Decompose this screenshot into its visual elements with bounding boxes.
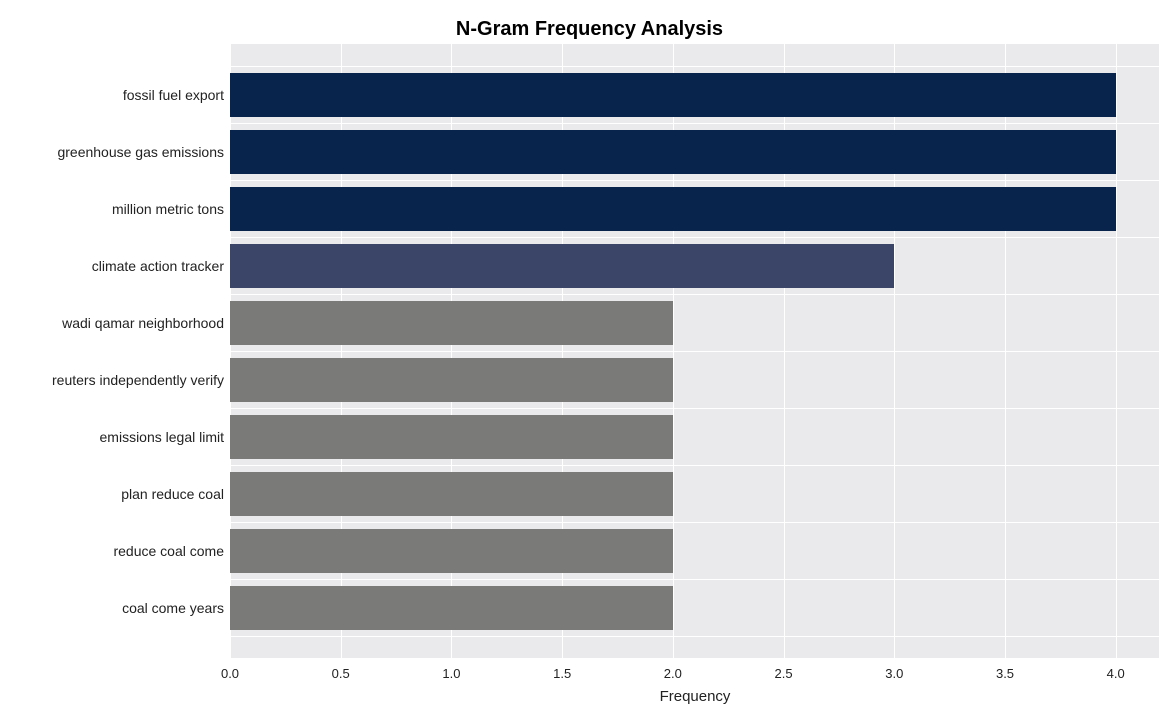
y-tick-label: coal come years xyxy=(122,600,224,616)
y-tick-label: million metric tons xyxy=(112,201,224,217)
y-tick-label: fossil fuel export xyxy=(123,87,224,103)
bar xyxy=(230,415,673,459)
y-tick-label: greenhouse gas emissions xyxy=(57,144,224,160)
bar xyxy=(230,586,673,630)
hgridline xyxy=(230,408,1159,409)
hgridline xyxy=(230,522,1159,523)
x-tick: 2.0 xyxy=(664,666,682,681)
y-tick-label: reuters independently verify xyxy=(52,372,224,388)
bar xyxy=(230,472,673,516)
x-tick: 1.5 xyxy=(553,666,571,681)
x-axis-label: Frequency xyxy=(660,688,731,705)
hgridline xyxy=(230,465,1159,466)
y-tick-label: reduce coal come xyxy=(113,543,224,559)
bar xyxy=(230,73,1116,117)
hgridline xyxy=(230,180,1159,181)
y-tick-label: climate action tracker xyxy=(92,258,224,274)
plot-area: Frequency 0.00.51.01.52.02.53.03.54.0fos… xyxy=(230,44,1159,658)
hgridline xyxy=(230,636,1159,637)
x-tick: 2.5 xyxy=(775,666,793,681)
bar xyxy=(230,358,673,402)
y-tick-label: emissions legal limit xyxy=(100,429,224,445)
hgridline xyxy=(230,237,1159,238)
y-tick-label: wadi qamar neighborhood xyxy=(62,315,224,331)
hgridline xyxy=(230,579,1159,580)
x-tick: 1.0 xyxy=(442,666,460,681)
hgridline xyxy=(230,351,1159,352)
bar xyxy=(230,529,673,573)
x-tick: 0.0 xyxy=(221,666,239,681)
x-tick: 4.0 xyxy=(1107,666,1125,681)
x-tick: 3.0 xyxy=(885,666,903,681)
bar xyxy=(230,301,673,345)
bar xyxy=(230,130,1116,174)
hgridline xyxy=(230,123,1159,124)
x-tick: 3.5 xyxy=(996,666,1014,681)
hgridline xyxy=(230,294,1159,295)
hgridline xyxy=(230,66,1159,67)
bar xyxy=(230,244,894,288)
bar xyxy=(230,187,1116,231)
y-tick-label: plan reduce coal xyxy=(121,486,224,502)
chart-title: N-Gram Frequency Analysis xyxy=(10,18,1159,41)
ngram-chart: N-Gram Frequency Analysis Frequency 0.00… xyxy=(10,10,1159,711)
x-tick: 0.5 xyxy=(332,666,350,681)
